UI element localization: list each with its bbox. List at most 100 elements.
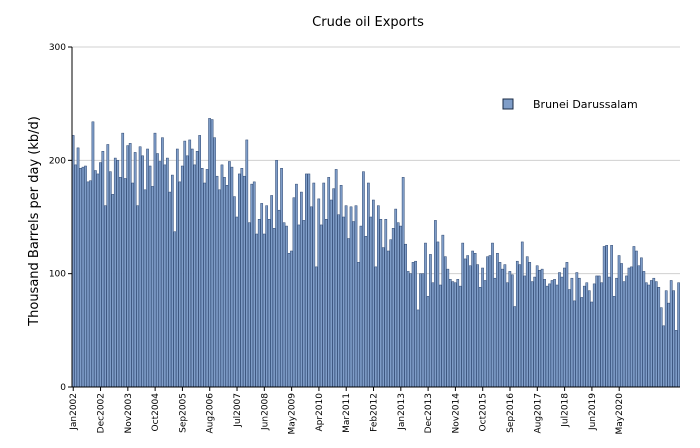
bar <box>461 242 465 388</box>
bar <box>439 284 442 388</box>
bar <box>597 275 601 388</box>
bar <box>233 196 236 388</box>
x-tick-label: Jan2013 <box>397 393 407 431</box>
bar <box>297 224 301 388</box>
bar <box>337 214 340 388</box>
bar <box>441 234 445 388</box>
bar <box>262 233 266 388</box>
bar <box>354 205 358 388</box>
bar <box>642 271 646 388</box>
bar <box>384 219 388 388</box>
bar <box>314 266 318 388</box>
bar <box>414 260 417 388</box>
bar <box>213 137 216 388</box>
bar <box>327 177 331 388</box>
bar <box>158 161 162 388</box>
bar <box>245 139 249 388</box>
bar <box>247 222 251 388</box>
x-tick-label: Dec2002 <box>97 393 107 433</box>
y-axis-ticks: 0 100 200 300 <box>49 43 72 393</box>
bar <box>478 287 482 388</box>
bar <box>674 330 678 388</box>
x-tick-label: Jul2007 <box>233 393 243 428</box>
bar <box>456 279 460 388</box>
bar <box>582 285 586 388</box>
bar <box>367 182 370 388</box>
x-tick-label: Jul2018 <box>561 393 571 428</box>
bar <box>357 262 360 388</box>
bar <box>235 216 239 388</box>
bar <box>295 183 298 388</box>
bar <box>198 135 201 388</box>
bar <box>188 139 192 388</box>
bar <box>302 220 306 388</box>
bar <box>265 205 269 388</box>
bar <box>647 284 651 388</box>
bar <box>131 182 134 388</box>
bar <box>146 148 149 388</box>
bar <box>590 301 594 388</box>
bar <box>193 164 197 388</box>
bar <box>200 168 204 388</box>
bar <box>76 147 80 388</box>
bar <box>664 290 668 388</box>
bar <box>285 225 288 388</box>
bar <box>230 166 234 388</box>
bar <box>540 268 544 388</box>
bar <box>381 247 385 388</box>
bar <box>496 253 499 388</box>
bar <box>123 178 127 388</box>
bar <box>595 275 599 388</box>
bar <box>436 241 440 388</box>
x-tick-label: Sep2005 <box>178 393 188 433</box>
bar <box>389 239 393 388</box>
bar <box>74 164 77 388</box>
bar <box>324 219 328 388</box>
bar <box>342 216 345 388</box>
bar <box>218 189 221 388</box>
x-tick-label: Aug2006 <box>206 393 216 434</box>
bar <box>426 296 430 388</box>
bar <box>501 268 504 388</box>
bar <box>180 165 184 388</box>
bar <box>550 280 554 388</box>
bar <box>89 180 92 388</box>
bar <box>94 170 97 388</box>
bar <box>622 281 626 388</box>
bar <box>409 273 412 388</box>
bar <box>223 177 226 388</box>
bar <box>548 283 551 388</box>
x-tick-label: May2020 <box>615 393 625 435</box>
bar <box>471 250 474 388</box>
bar <box>86 181 90 388</box>
bar <box>617 255 621 388</box>
bar <box>458 285 462 388</box>
bar <box>587 290 591 388</box>
bar <box>116 160 120 388</box>
bar <box>558 272 561 388</box>
bar <box>443 256 447 388</box>
bar <box>627 267 631 388</box>
bar <box>610 245 613 388</box>
bar <box>486 256 489 388</box>
bar <box>568 289 571 388</box>
x-tick-label: Feb2012 <box>370 393 380 432</box>
bar <box>411 262 415 388</box>
bar <box>168 191 172 388</box>
bar <box>242 175 246 388</box>
bar <box>292 197 296 388</box>
bar <box>573 300 576 388</box>
bar <box>81 166 85 388</box>
bar <box>161 137 164 388</box>
bar <box>272 228 276 388</box>
bar <box>657 287 661 388</box>
bar <box>468 265 472 388</box>
bar <box>528 262 532 388</box>
x-tick-label: Dec2013 <box>424 393 434 433</box>
bar <box>565 262 569 388</box>
bar <box>394 208 398 388</box>
bar <box>173 231 177 388</box>
bar <box>260 203 264 388</box>
bar <box>205 169 209 388</box>
bar <box>255 233 259 388</box>
